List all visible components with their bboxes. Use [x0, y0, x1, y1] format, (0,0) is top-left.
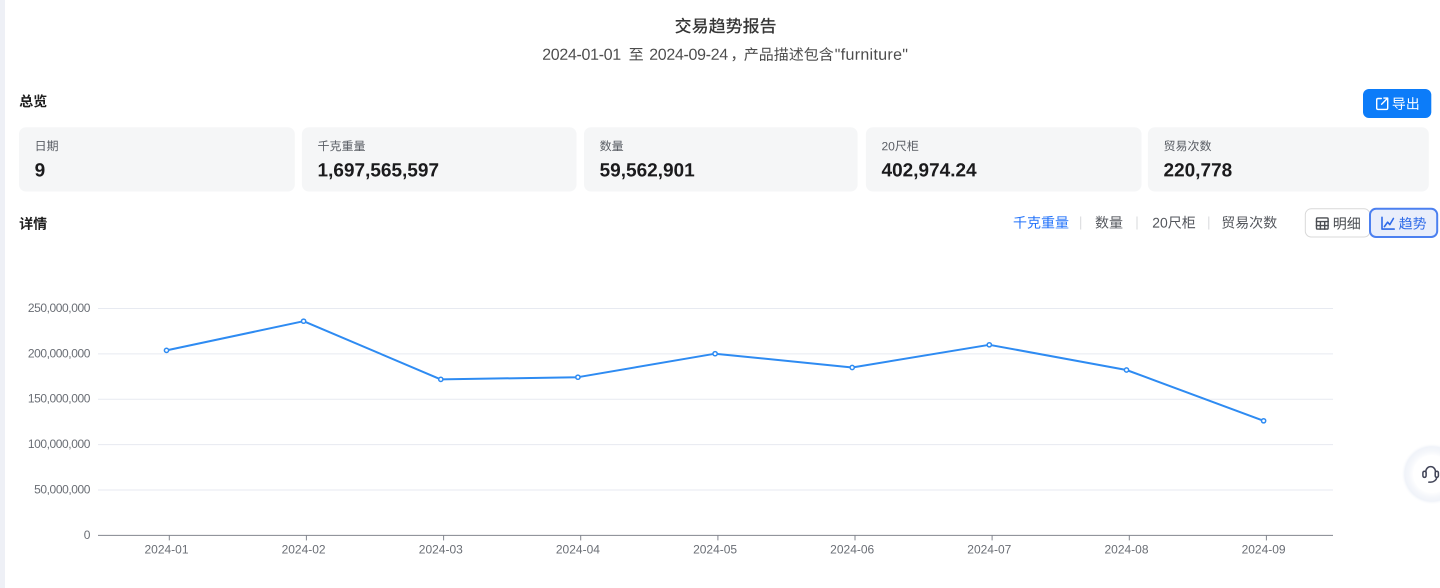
svg-text:200,000,000: 200,000,000	[28, 346, 91, 360]
svg-text:50,000,000: 50,000,000	[34, 482, 91, 496]
svg-text:2024-07: 2024-07	[967, 543, 1011, 557]
svg-text:2024-01: 2024-01	[144, 543, 188, 557]
svg-text:2024-04: 2024-04	[556, 543, 600, 557]
svg-text:100,000,000: 100,000,000	[28, 437, 91, 451]
svg-text:2024-08: 2024-08	[1104, 543, 1148, 557]
svg-text:2024-06: 2024-06	[830, 543, 874, 557]
svg-text:2024-05: 2024-05	[693, 543, 737, 557]
svg-text:2024-03: 2024-03	[419, 543, 463, 557]
svg-text:150,000,000: 150,000,000	[28, 392, 91, 406]
svg-text:2024-02: 2024-02	[282, 543, 326, 557]
svg-text:2024-09: 2024-09	[1242, 543, 1286, 557]
svg-text:250,000,000: 250,000,000	[28, 301, 91, 315]
svg-text:0: 0	[84, 528, 91, 542]
